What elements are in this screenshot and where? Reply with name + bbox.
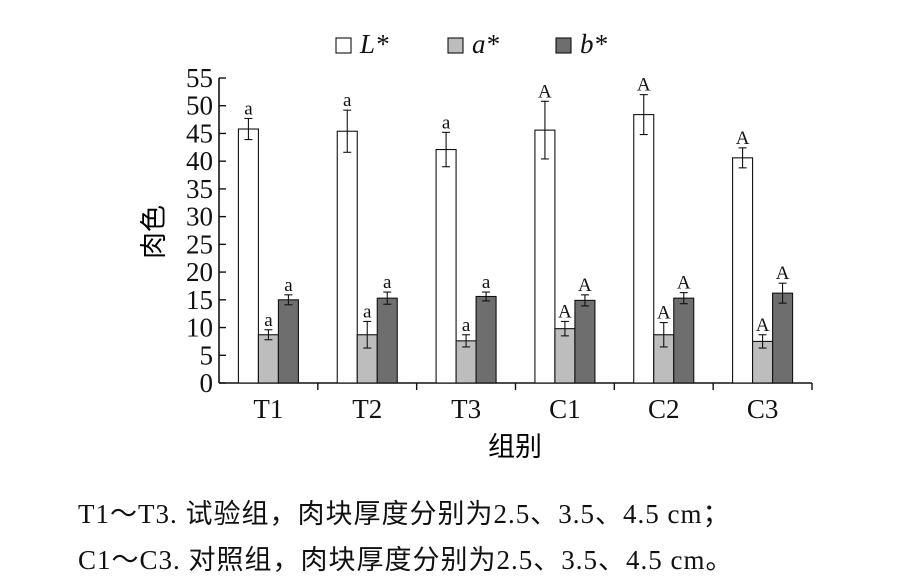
x-tick-label: T3 (451, 394, 481, 424)
significance-label: A (538, 81, 552, 102)
significance-label: A (677, 273, 691, 294)
significance-label: a (284, 275, 293, 296)
y-tick-label: 40 (186, 146, 213, 176)
significance-label: a (482, 272, 491, 293)
x-tick-label: T1 (253, 394, 283, 424)
bar (475, 295, 497, 384)
significance-label: A (637, 75, 651, 96)
significance-label: A (776, 263, 790, 284)
significance-label: A (736, 128, 750, 149)
y-tick-label: 55 (186, 63, 213, 93)
y-tick-label: 25 (186, 229, 213, 259)
significance-label: a (264, 310, 273, 331)
y-tick-label: 20 (186, 257, 213, 287)
bar (237, 128, 259, 384)
significance-label: a (343, 90, 352, 111)
legend-label: L* (359, 29, 389, 59)
legend-swatch (555, 37, 572, 54)
caption-line-2: C1～C3. 对照组，肉块厚度分别为2.5、3.5、4.5 cm。 (78, 545, 734, 575)
x-tick-label: C3 (747, 394, 779, 424)
y-tick-label: 30 (186, 202, 213, 232)
bar (732, 157, 754, 384)
x-tick-label: C2 (648, 394, 680, 424)
y-axis-label: 肉色 (139, 205, 170, 259)
bar (534, 129, 556, 384)
caption-line-1: T1～T3. 试验组，肉块厚度分别为2.5、3.5、4.5 cm； (78, 499, 731, 529)
bar (257, 334, 279, 384)
significance-label: A (578, 275, 592, 296)
legend-swatch (335, 37, 352, 54)
bar (574, 299, 596, 384)
significance-label: a (363, 301, 372, 322)
bar (673, 297, 695, 384)
legend-label: a* (472, 29, 500, 59)
significance-label: A (558, 301, 572, 322)
y-tick-label: 50 (186, 91, 213, 121)
legend-label: b* (580, 29, 608, 59)
bar (376, 297, 398, 384)
y-tick-label: 15 (186, 285, 213, 315)
y-tick-label: 10 (186, 313, 213, 343)
bar (435, 148, 457, 384)
bar (633, 114, 655, 384)
y-tick-label: 0 (200, 368, 214, 398)
x-axis-label: 组别 (488, 432, 542, 463)
bar (277, 299, 299, 384)
legend: L* a* b* (335, 29, 608, 59)
bar (772, 292, 794, 384)
significance-label: A (657, 303, 671, 324)
x-tick-label: T2 (352, 394, 382, 424)
significance-label: a (244, 98, 253, 119)
y-tick-label: 35 (186, 174, 213, 204)
significance-label: a (383, 272, 392, 293)
significance-label: a (462, 315, 471, 336)
significance-label: A (756, 315, 770, 336)
significance-label: a (442, 112, 451, 133)
y-tick-label: 5 (200, 340, 214, 370)
bar (554, 328, 576, 384)
legend-swatch (447, 37, 464, 54)
bar (336, 130, 358, 384)
x-tick-label: C1 (549, 394, 581, 424)
y-tick-label: 45 (186, 118, 213, 148)
